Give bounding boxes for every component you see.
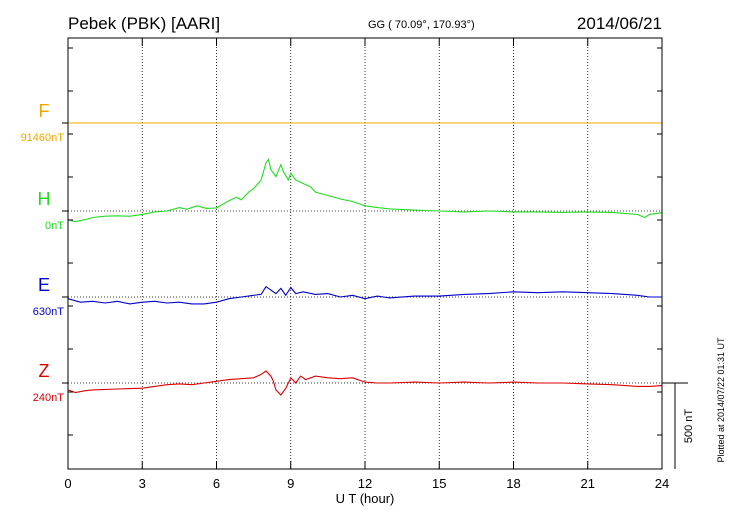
series-line-z [67, 370, 663, 396]
baselines [62, 122, 662, 384]
x-tick-label: 0 [64, 476, 71, 491]
x-tick-label: 9 [287, 476, 294, 491]
series-line-h [67, 158, 663, 223]
x-tick-label: 6 [213, 476, 220, 491]
series-name-h: H [38, 189, 51, 209]
series-labels: F 91460nT H 0nT E 630nT Z 240nT [21, 101, 65, 404]
series-lines [67, 122, 663, 396]
x-tick-label: 18 [506, 476, 520, 491]
series-baseline-value-h: 0nT [45, 220, 64, 232]
series-name-e: E [38, 275, 50, 295]
series-baseline-value-z: 240nT [33, 392, 64, 404]
x-axis-label: U T (hour) [336, 491, 395, 506]
series-baseline-value-f: 91460nT [21, 132, 65, 144]
x-tick-label: 24 [655, 476, 669, 491]
series-name-f: F [39, 101, 50, 121]
grid [141, 38, 589, 469]
scale-bar: 500 nT [662, 382, 695, 469]
station-title: Pebek (PBK) [AARI] [68, 14, 220, 33]
x-tick-label: 21 [581, 476, 595, 491]
series-baseline-value-e: 630nT [33, 306, 64, 318]
plotted-timestamp: Plotted at 2014/07/22 01:31 UT [716, 337, 726, 463]
x-tick-label: 3 [139, 476, 146, 491]
scale-bar-label: 500 nT [683, 409, 695, 444]
x-tick-label: 12 [358, 476, 372, 491]
observation-date: 2014/06/21 [577, 14, 662, 33]
x-tick-label: 15 [432, 476, 446, 491]
station-coordinates: GG ( 70.09°, 170.93°) [368, 19, 475, 31]
x-axis-ticks: 0 3 6 9 12 15 18 21 24 [64, 38, 669, 491]
series-line-e [67, 285, 662, 305]
series-name-z: Z [39, 361, 50, 381]
